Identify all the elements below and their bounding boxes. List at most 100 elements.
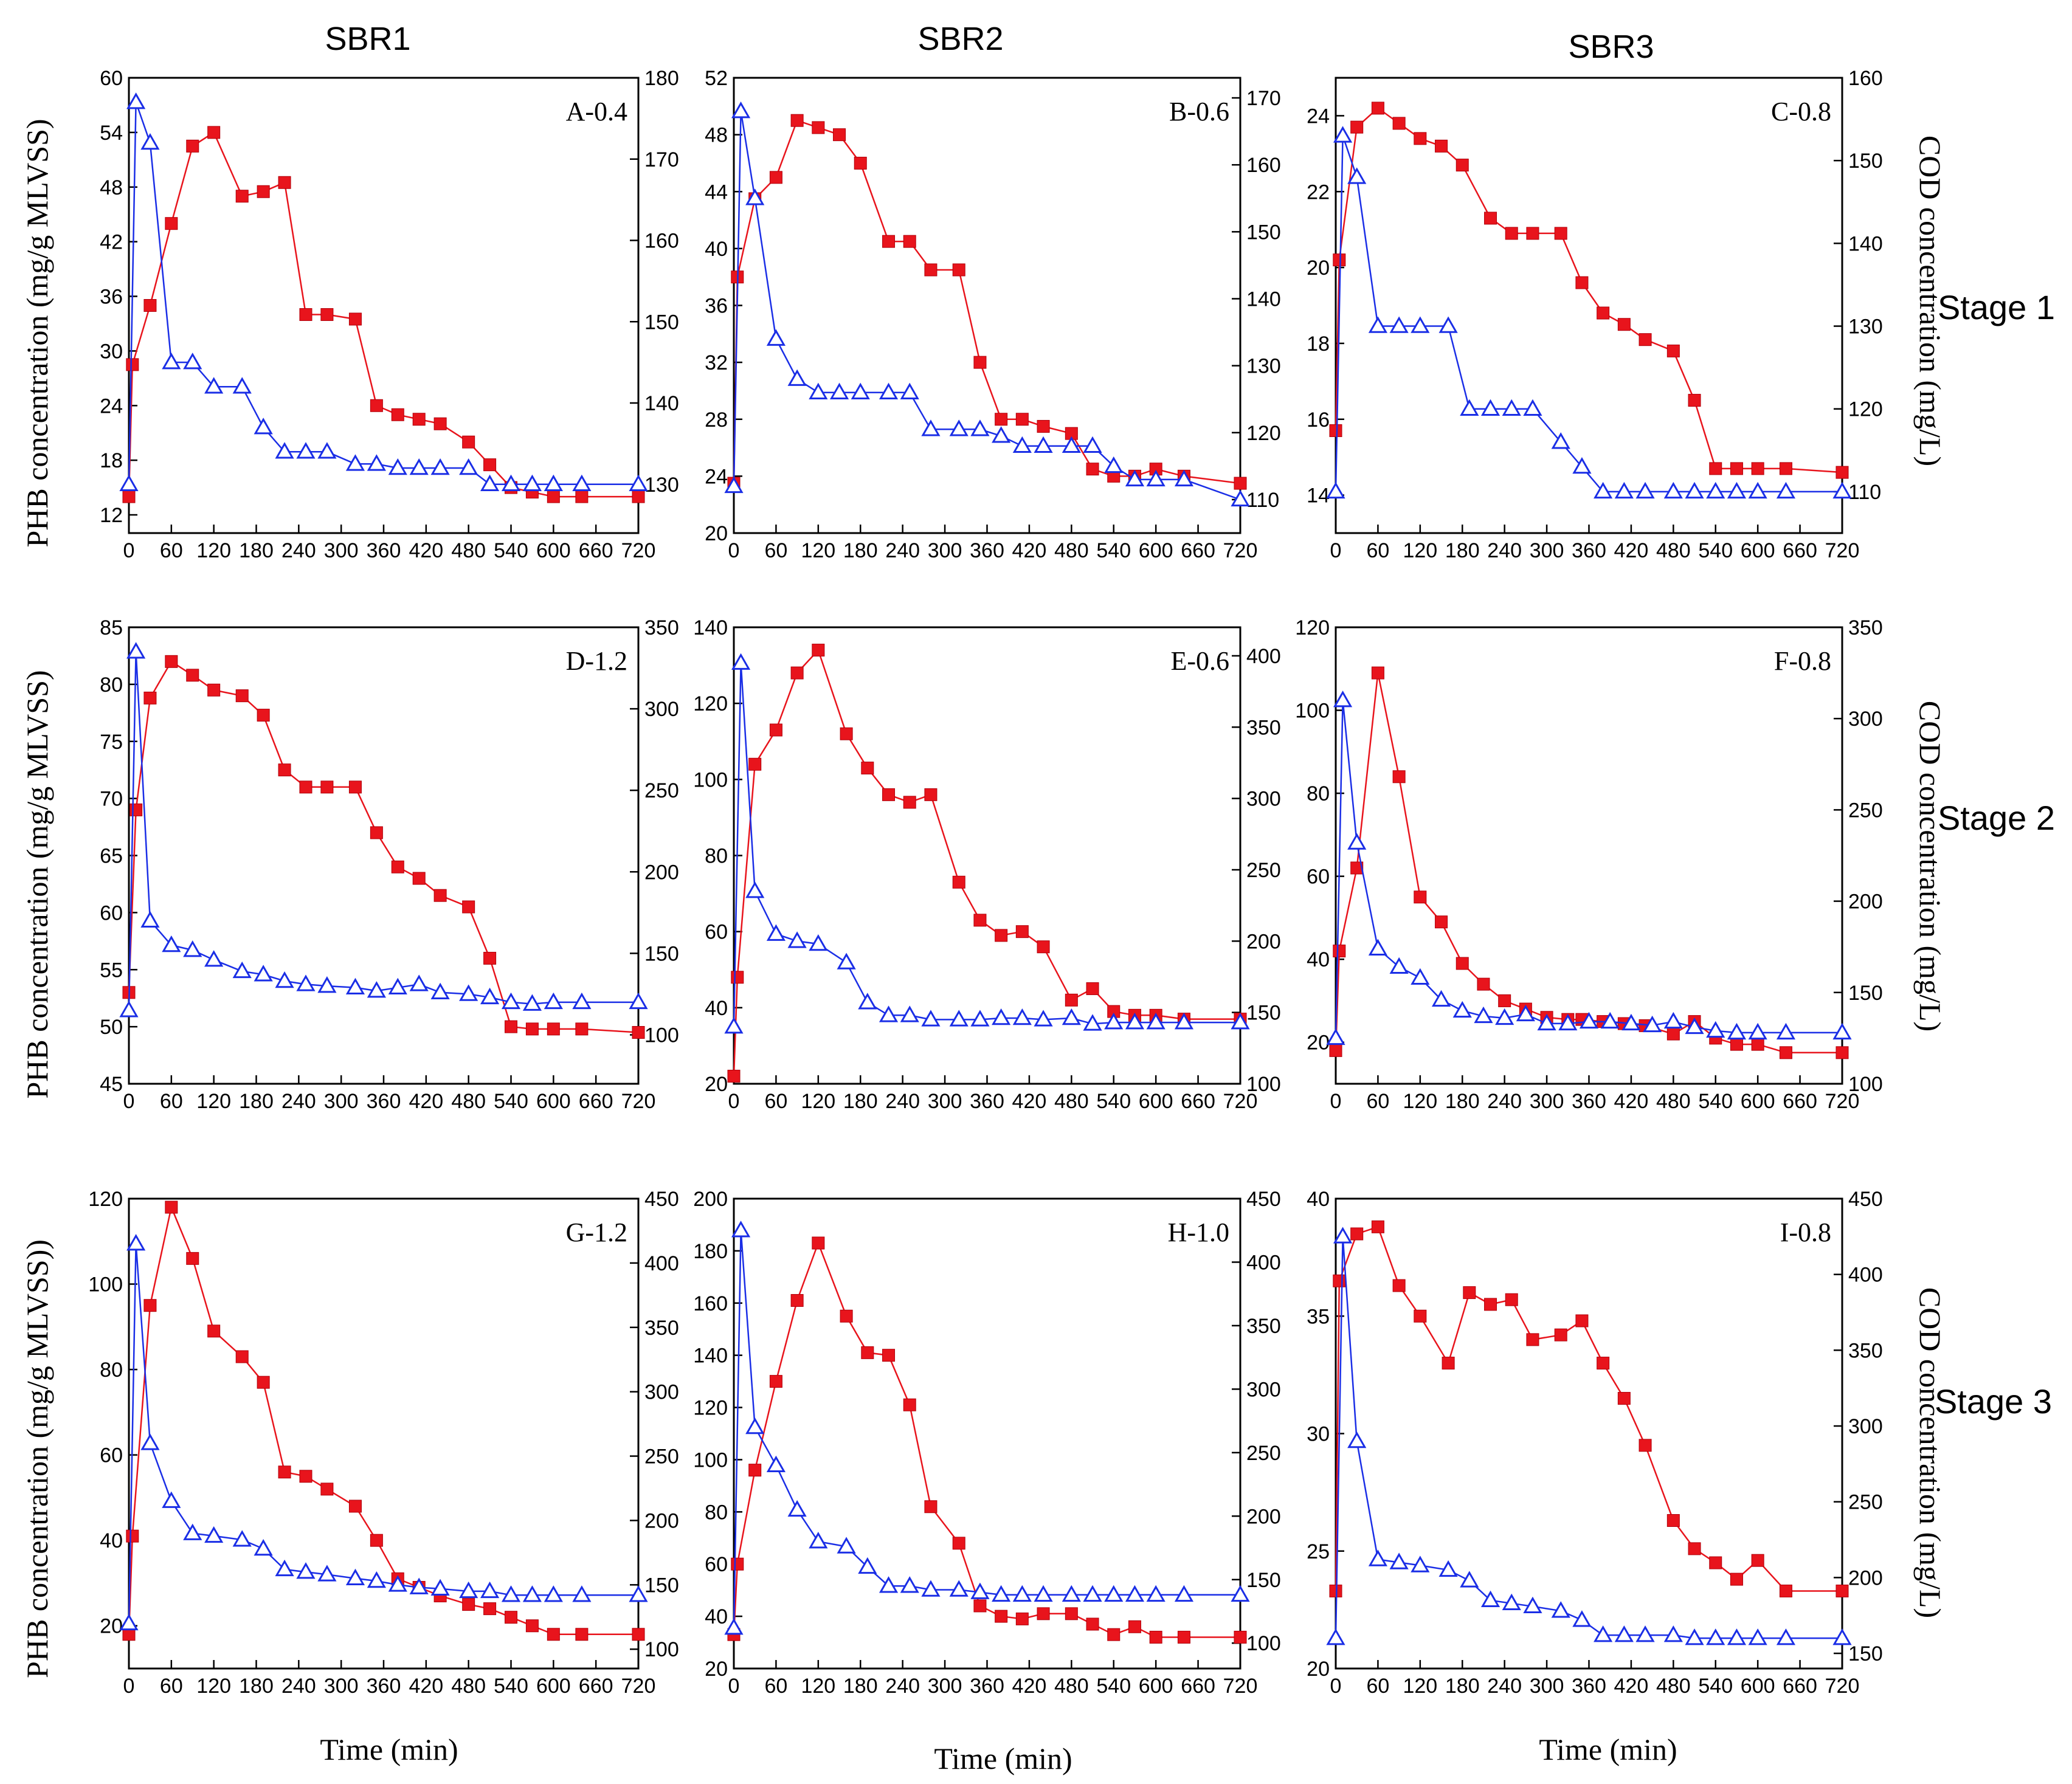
phb-data-point xyxy=(1751,462,1764,475)
x-tick-label: 360 xyxy=(1572,539,1606,562)
phb-data-point xyxy=(769,171,782,184)
x-tick-label: 540 xyxy=(494,539,528,562)
y-right-tick-label: 350 xyxy=(1246,1315,1281,1338)
phb-data-point xyxy=(1442,1357,1455,1370)
panel-label: A-0.4 xyxy=(566,97,627,126)
y-left-tick-label: 85 xyxy=(100,616,123,639)
phb-data-point xyxy=(126,1529,139,1543)
cod-data-point xyxy=(1231,1013,1250,1030)
cod-data-point xyxy=(232,377,252,394)
phb-data-point xyxy=(790,114,804,127)
x-tick-label: 600 xyxy=(1741,1675,1775,1698)
phb-data-point xyxy=(186,139,199,153)
x-tick-label: 540 xyxy=(1698,1090,1733,1113)
y-right-tick-label: 300 xyxy=(644,698,679,721)
panel-label: C-0.8 xyxy=(1771,97,1831,126)
cod-data-point xyxy=(1452,1000,1472,1018)
x-tick-label: 60 xyxy=(1367,539,1390,562)
y-left-tick-label: 24 xyxy=(1307,105,1330,128)
x-tick-label: 300 xyxy=(928,1090,962,1113)
cod-data-point xyxy=(724,1017,744,1034)
cod-data-point xyxy=(1104,1013,1124,1030)
cod-data-point xyxy=(1174,1013,1194,1030)
y-left-tick-label: 20 xyxy=(705,1658,728,1681)
cod-data-point xyxy=(183,353,202,370)
phb-data-point xyxy=(1086,463,1099,476)
cod-data-point xyxy=(1579,1011,1599,1029)
y-left-tick-label: 60 xyxy=(705,1553,728,1576)
y-right-label-row2: COD concentration (mg/L) xyxy=(1913,701,1947,1031)
x-tick-label: 300 xyxy=(1530,1090,1564,1113)
x-tick-label: 0 xyxy=(1330,539,1342,562)
cod-data-point xyxy=(1558,1013,1578,1031)
y-left-tick-label: 20 xyxy=(1307,1658,1330,1681)
x-tick-label: 360 xyxy=(367,1675,401,1698)
phb-data-point xyxy=(1835,1584,1849,1597)
phb-data-point xyxy=(973,914,987,927)
phb-data-point xyxy=(126,358,139,371)
panel-9: 0 60 120 180 240 300 360 420 480 540 600 660 720 20 25… xyxy=(1307,1188,1883,1698)
y-left-tick-label: 120 xyxy=(693,692,728,715)
panel-label: B-0.6 xyxy=(1169,97,1229,126)
x-tick-label: 660 xyxy=(579,539,613,562)
x-tick-label: 420 xyxy=(1614,1090,1649,1113)
phb-data-point xyxy=(924,788,938,801)
cod-data-point xyxy=(970,1010,990,1027)
cod-data-point xyxy=(970,1582,990,1599)
cod-data-point xyxy=(254,418,273,435)
cod-data-point xyxy=(1012,1008,1032,1025)
x-tick-label: 540 xyxy=(1096,539,1131,562)
cod-data-point xyxy=(522,474,542,491)
phb-data-point xyxy=(812,121,825,134)
phb-data-point xyxy=(790,666,804,680)
cod-data-point xyxy=(1776,1628,1796,1645)
x-tick-label: 60 xyxy=(765,1675,788,1698)
cod-data-point xyxy=(119,1000,139,1018)
panel-1: 0 60 120 180 240 300 360 420 480 540 600 660 720 12 18… xyxy=(100,67,679,562)
phb-data-point xyxy=(1575,276,1589,289)
y-left-tick-label: 24 xyxy=(100,394,123,418)
phb-data-point xyxy=(370,1534,383,1547)
y-right-label-row3: COD concentration (mg/L) xyxy=(1913,1287,1947,1618)
x-tick-label: 540 xyxy=(1698,1675,1733,1698)
cod-data-point xyxy=(745,1417,765,1434)
phb-data-point xyxy=(748,757,762,771)
panel-2: 0 60 120 180 240 300 360 420 480 540 600 660 720 20 24… xyxy=(705,67,1281,562)
x-tick-label: 180 xyxy=(843,1090,878,1113)
phb-data-point xyxy=(1730,1572,1743,1586)
y-right-tick-label: 250 xyxy=(644,1445,679,1469)
phb-data-point xyxy=(727,1069,741,1083)
x-tick-label: 660 xyxy=(579,1090,613,1113)
y-left-tick-label: 20 xyxy=(705,522,728,545)
x-tick-label: 360 xyxy=(367,1090,401,1113)
phb-data-point xyxy=(547,490,560,503)
x-tick-label: 120 xyxy=(196,1090,231,1113)
cod-data-point xyxy=(409,974,429,991)
y-right-tick-label: 200 xyxy=(1848,890,1883,914)
y-right-tick-label: 200 xyxy=(1246,930,1281,953)
y-left-tick-label: 28 xyxy=(705,408,728,432)
cod-data-point xyxy=(879,1576,899,1593)
phb-data-point xyxy=(1526,227,1539,240)
x-tick-label: 540 xyxy=(494,1090,528,1113)
phb-data-point xyxy=(995,413,1008,426)
cod-data-point xyxy=(1685,1017,1704,1035)
cod-data-point xyxy=(731,653,751,670)
stage-label-2: Stage 2 xyxy=(1938,799,2055,837)
phb-data-point xyxy=(1463,1286,1476,1300)
x-tick-label: 420 xyxy=(409,1675,443,1698)
y-left-tick-label: 48 xyxy=(705,124,728,147)
y-right-tick-label: 130 xyxy=(1246,355,1281,378)
x-tick-label: 240 xyxy=(281,539,316,562)
y-left-tick-label: 50 xyxy=(100,1016,123,1039)
cod-data-point xyxy=(1572,457,1592,474)
phb-data-point xyxy=(1329,1044,1342,1057)
panel-8: 0 60 120 180 240 300 360 420 480 540 600 660 720 20 40… xyxy=(693,1188,1280,1698)
cod-data-point xyxy=(317,442,337,459)
cod-data-point xyxy=(345,1568,365,1585)
cod-data-point xyxy=(409,458,429,475)
phb-data-point xyxy=(1688,394,1701,407)
cod-data-point xyxy=(992,1585,1011,1602)
y-right-tick-label: 150 xyxy=(1246,1569,1281,1592)
cod-data-point xyxy=(162,353,181,370)
